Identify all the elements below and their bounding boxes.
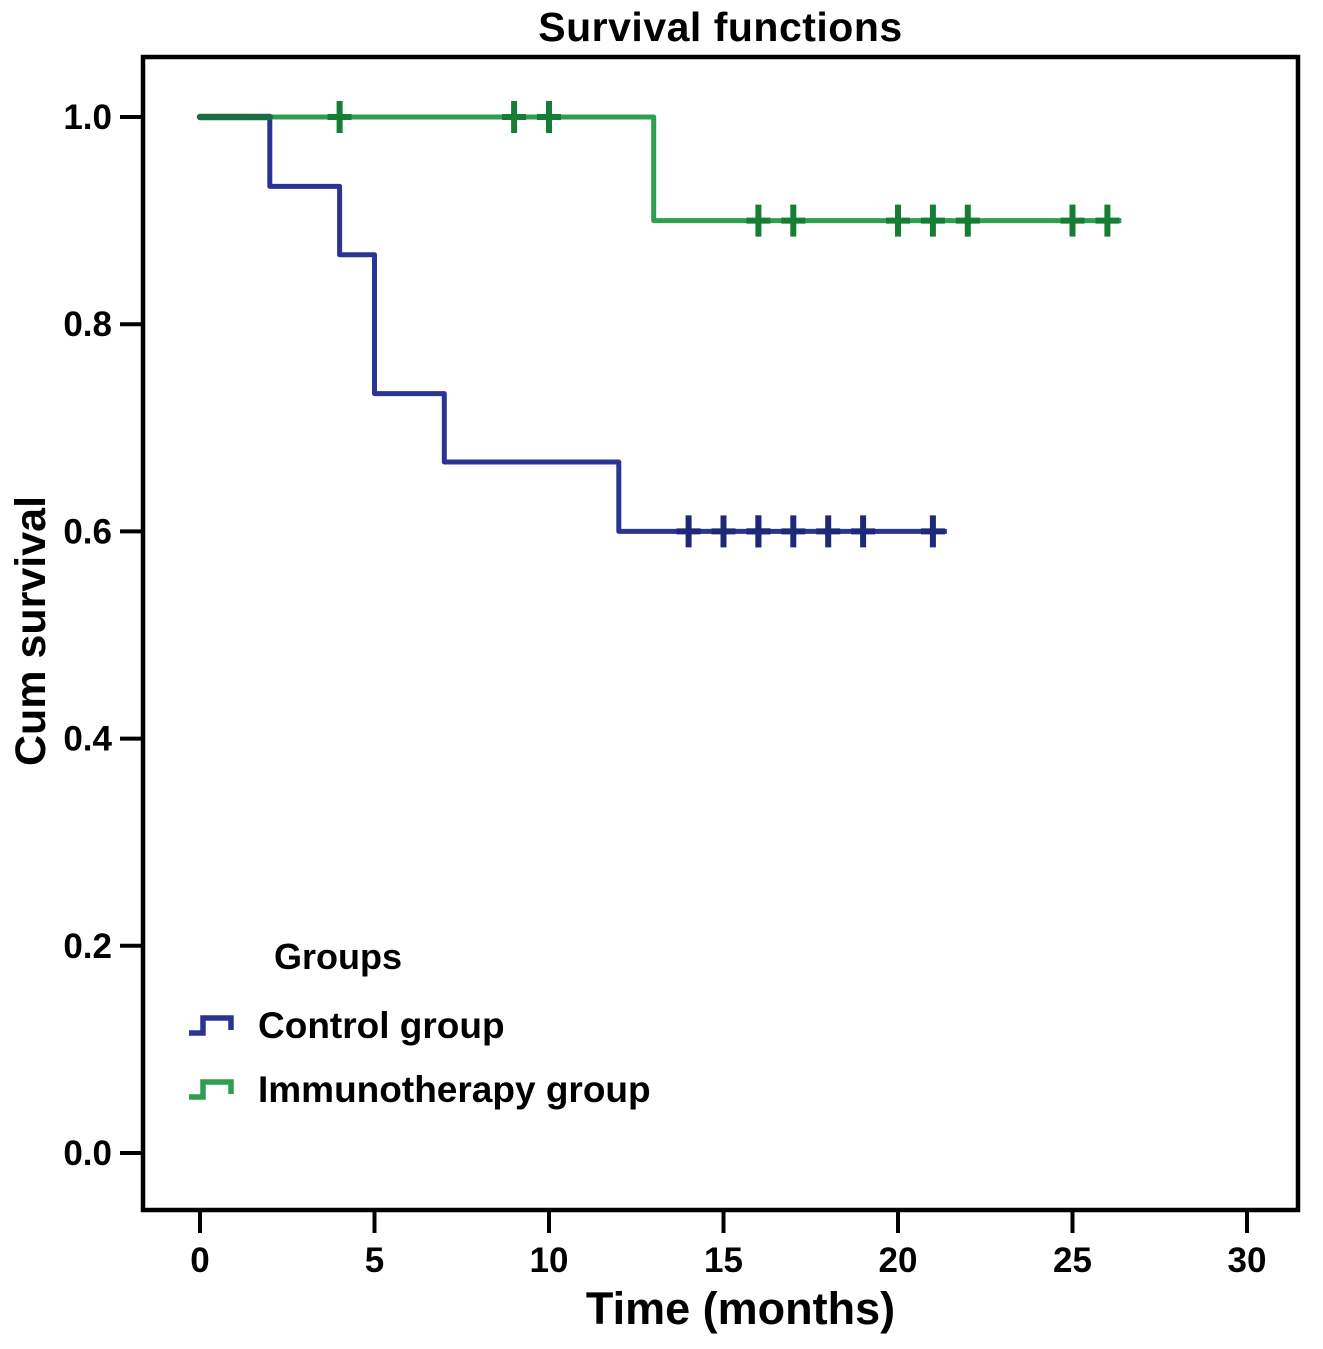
y-tick-label: 0.8: [63, 305, 112, 344]
x-tick-label: 30: [1228, 1241, 1267, 1280]
plot-frame: [140, 54, 1301, 1213]
legend-label-control-group: Control group: [258, 1005, 505, 1046]
x-tick-label: 0: [190, 1241, 209, 1280]
chart-title: Survival functions: [538, 4, 903, 50]
legend-title: Groups: [274, 936, 403, 977]
immunotherapy-group-step-glyph: [189, 1079, 234, 1100]
x-tick-label: 10: [530, 1241, 569, 1280]
x-tick-label: 25: [1053, 1241, 1092, 1280]
survival-curves: [196, 113, 1122, 534]
legend: Groups Control group Immunotherapy group: [186, 936, 651, 1122]
x-tick-label: 20: [879, 1241, 918, 1280]
y-tick-label: 0.2: [63, 927, 112, 966]
y-tick-label: 1.0: [63, 98, 112, 137]
control-group-step-glyph: [189, 1015, 234, 1036]
survival-curve-control: [200, 114, 947, 534]
axis-ticks: 0 5 10 15 20 25 30 0.0 0.2 0.4 0.6 0.8 1.0: [63, 98, 1266, 1280]
x-axis-label: Time (months): [585, 1283, 896, 1334]
legend-item-control-group: Control group: [186, 994, 651, 1058]
y-tick-label: 0.4: [63, 720, 112, 759]
legend-item-immunotherapy-group: Immunotherapy group: [186, 1058, 651, 1122]
x-tick-label: 15: [704, 1241, 743, 1280]
y-tick-label: 0.0: [63, 1134, 112, 1173]
legend-label-immunotherapy-group: Immunotherapy group: [258, 1069, 651, 1110]
y-tick-label: 0.6: [63, 512, 112, 551]
x-tick-label: 5: [365, 1241, 384, 1280]
censor-marks: [327, 101, 1120, 548]
